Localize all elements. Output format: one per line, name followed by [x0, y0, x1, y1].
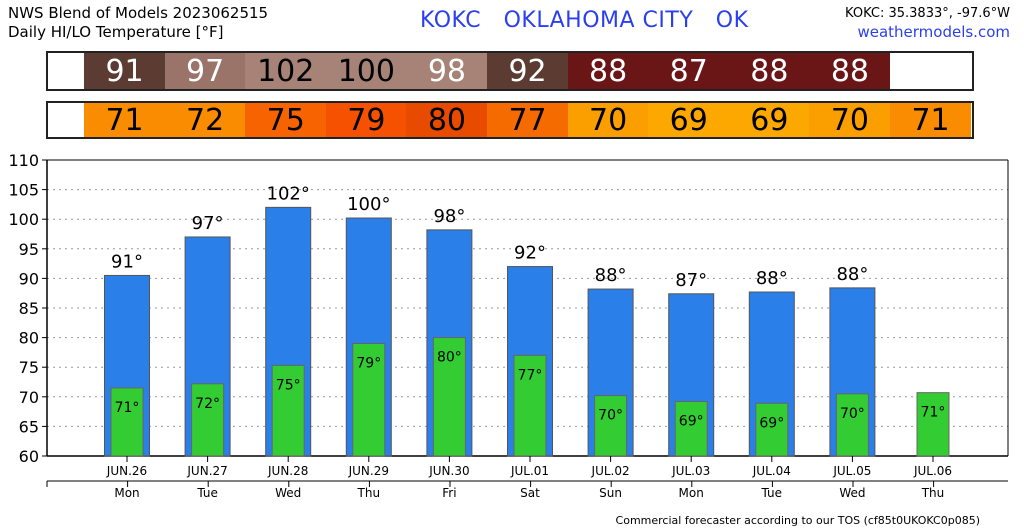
low-bar-label: 72° [195, 396, 220, 412]
x-weekday-label: Thu [921, 486, 945, 500]
high-bar-label: 87° [675, 270, 707, 291]
y-tick-label: 95 [19, 240, 39, 259]
header-right: KOKC: 35.3833°, -97.6°W weathermodels.co… [845, 4, 1010, 42]
x-date-label: JUL.03 [671, 464, 710, 478]
high-bar-label: 97° [192, 213, 224, 234]
lo-temp-cell: 79 [325, 103, 407, 138]
hi-temp-cell: 88 [567, 53, 649, 89]
footer-note: Commercial forecaster according to our T… [615, 514, 980, 527]
hi-temp-cell: 102 [245, 53, 327, 89]
lo-temp-cell: 71 [890, 103, 972, 138]
chart-subtitle: Daily HI/LO Temperature [°F] [8, 23, 224, 41]
station-coords: KOKC: 35.3833°, -97.6°W [845, 6, 1010, 21]
high-bar-label: 88° [756, 268, 788, 289]
hi-temp-cell: 88 [728, 53, 810, 89]
high-bar-label: 91° [111, 251, 143, 272]
x-date-label: JUL.06 [913, 464, 952, 478]
low-bar-label: 77° [518, 367, 543, 383]
x-date-label: JUL.02 [591, 464, 630, 478]
lo-temp-cell: 69 [648, 103, 730, 138]
x-weekday-label: Thu [357, 486, 381, 500]
x-weekday-label: Mon [114, 486, 139, 500]
site-link[interactable]: weathermodels.com [857, 23, 1010, 41]
model-title: NWS Blend of Models 2023062515 [8, 4, 269, 22]
lo-temp-cell: 71 [84, 103, 166, 138]
lo-temp-cell: 72 [164, 103, 246, 138]
x-date-label: JUN.26 [106, 464, 147, 478]
x-weekday-label: Tue [196, 486, 218, 500]
low-bar [191, 383, 225, 457]
y-tick-label: 105 [8, 181, 39, 200]
y-tick-label: 65 [19, 417, 39, 436]
low-bar-label: 75° [276, 377, 301, 393]
y-tick-label: 80 [19, 329, 39, 348]
low-bar [594, 395, 628, 457]
hi-temp-cell: 92 [487, 53, 569, 89]
x-weekday-label: Tue [761, 486, 783, 500]
low-bar-label: 71° [921, 405, 946, 421]
y-tick-label: 75 [19, 358, 39, 377]
high-bar-label: 100° [347, 194, 390, 215]
x-weekday-label: Fri [442, 486, 456, 500]
low-bar [110, 387, 144, 457]
header-left: NWS Blend of Models 2023062515 Daily HI/… [8, 4, 268, 42]
lo-temp-cell: 75 [245, 103, 327, 138]
x-weekday-label: Wed [839, 486, 865, 500]
low-bar [835, 393, 869, 457]
y-tick-label: 110 [8, 151, 39, 170]
lo-temp-cell: 70 [809, 103, 891, 138]
x-date-label: JUL.04 [752, 464, 791, 478]
x-weekday-label: Mon [679, 486, 704, 500]
hi-temp-cell: 87 [648, 53, 730, 89]
lo-temp-cell: 70 [567, 103, 649, 138]
hi-temp-cell [890, 53, 972, 89]
low-bar [352, 343, 386, 457]
low-temp-strip: 71 72 75 79 80 77 70 69 69 70 71 [46, 101, 974, 139]
low-bar-label: 79° [356, 356, 381, 372]
x-date-label: JUL.05 [832, 464, 871, 478]
x-date-label: JUN.29 [348, 464, 389, 478]
low-bar [513, 354, 547, 457]
x-date-label: JUL.01 [510, 464, 549, 478]
low-bar [916, 392, 950, 457]
low-bar [271, 364, 305, 457]
y-tick-label: 85 [19, 299, 39, 318]
hi-temp-cell: 88 [809, 53, 891, 89]
hi-temp-cell: 100 [325, 53, 407, 89]
x-weekday-label: Sun [599, 486, 622, 500]
lo-temp-cell: 80 [406, 103, 488, 138]
low-bar-label: 71° [115, 400, 140, 416]
lo-temp-cell: 69 [728, 103, 810, 138]
lo-temp-cell: 77 [487, 103, 569, 138]
low-bar [432, 337, 466, 457]
y-tick-label: 100 [8, 210, 39, 229]
hi-temp-cell: 98 [406, 53, 488, 89]
high-bar-label: 88° [836, 264, 868, 285]
low-bar-label: 69° [679, 414, 704, 430]
low-bar [755, 402, 789, 457]
y-tick-label: 70 [19, 388, 39, 407]
x-weekday-label: Wed [275, 486, 301, 500]
low-bar-label: 80° [437, 350, 462, 366]
high-temp-strip: 91 97 102 100 98 92 88 87 88 88 [46, 51, 974, 91]
hi-temp-cell: 91 [84, 53, 166, 89]
high-bar-label: 98° [433, 206, 465, 227]
low-bar [674, 401, 708, 457]
low-bar-label: 70° [840, 406, 865, 422]
x-date-label: JUN.28 [267, 464, 308, 478]
y-tick-label: 60 [19, 447, 39, 466]
x-date-label: JUN.30 [428, 464, 469, 478]
station-title: KOKC OKLAHOMA CITY OK [420, 8, 749, 33]
x-date-label: JUN.27 [186, 464, 227, 478]
x-weekday-label: Sat [520, 486, 540, 500]
high-bar-label: 92° [514, 243, 546, 264]
low-bar-label: 70° [598, 408, 623, 424]
y-tick-label: 90 [19, 269, 39, 288]
high-bar-label: 102° [267, 183, 310, 204]
hi-temp-cell: 97 [164, 53, 246, 89]
low-bar-label: 69° [759, 415, 784, 431]
high-bar-label: 88° [595, 265, 627, 286]
